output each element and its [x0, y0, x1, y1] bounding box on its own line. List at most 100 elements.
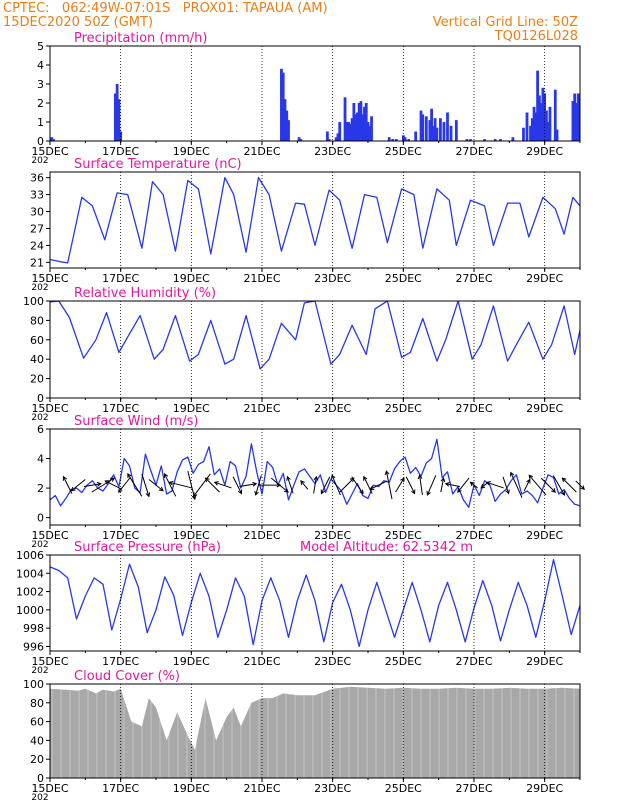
x-tick-label: 19DEC: [173, 782, 210, 795]
x-tick-label: 29DEC: [526, 655, 563, 668]
panel-cloud: 0 20 40 60 80 100 15DEC 17DEC 19DEC 21DEC 23DEC 25D…: [23, 669, 581, 800]
precip-bar: [539, 103, 543, 141]
wind-vector-head: [457, 488, 462, 493]
wind-vector-head: [331, 474, 336, 480]
wind-vector: [213, 481, 232, 489]
precip-bar: [435, 127, 439, 141]
x-tick-label: 23DEC: [314, 782, 351, 795]
x-tick-label: 21DEC: [243, 145, 280, 158]
wind-vector: [480, 481, 489, 489]
wind-vector-head: [158, 486, 164, 492]
wind-vector: [485, 481, 504, 489]
precip-bar: [299, 139, 303, 141]
x-tick-label: 29DEC: [526, 272, 563, 285]
wind-vector-head: [127, 473, 132, 478]
wind-vector-head: [104, 480, 110, 485]
y-tick-label: 24: [30, 239, 44, 252]
x-tick-label: 21DEC: [243, 529, 280, 542]
wind-vector: [369, 480, 388, 490]
wind-vector-shaft: [419, 475, 423, 495]
year-fragment: 202: [31, 413, 48, 423]
wind-vector: [127, 473, 143, 497]
wind-vector-head: [213, 481, 219, 486]
wind-vector-shaft: [300, 480, 309, 490]
precip-bar: [553, 89, 557, 141]
x-tick-label: 15DEC: [31, 272, 68, 285]
panel-temp: 21 24 27 30 33 36 15DEC 17DEC 19DEC 21DEC 23DEC 25D…: [30, 157, 581, 293]
x-tick-label: 17DEC: [102, 782, 139, 795]
wind-vector-head: [168, 480, 174, 486]
precip-bar: [117, 99, 121, 141]
y-tick-label: 20: [30, 373, 44, 386]
y-tick-label: 4: [37, 59, 44, 72]
y-tick-label: 100: [23, 295, 44, 308]
precip-bar: [297, 137, 301, 141]
wind-vector: [417, 474, 423, 495]
wind-vector: [104, 480, 123, 490]
wind-vector-head: [145, 492, 151, 498]
rh-series-line: [49, 300, 581, 370]
x-tick-label: 29DEC: [526, 145, 563, 158]
y-tick-label: 1002: [16, 586, 44, 599]
precip-bar: [424, 116, 428, 141]
x-tick-label: 19DEC: [173, 402, 210, 415]
precip-bar: [401, 135, 405, 141]
wind-vector-shaft: [70, 479, 86, 492]
x-tick-label: 27DEC: [455, 145, 492, 158]
panel-rh: 0 20 40 60 80 100 15DEC 17DEC 19DEC 21DEC 23DEC 25D…: [23, 286, 581, 423]
year-fragment: 202: [31, 156, 48, 166]
precip-bar: [407, 139, 411, 141]
precip-bar: [534, 112, 538, 141]
precip-bar: [363, 106, 366, 141]
precip-bar: [359, 101, 363, 141]
wind-vector-shaft: [169, 481, 193, 489]
wind-vector: [384, 470, 393, 500]
x-tick-label: 21DEC: [243, 655, 280, 668]
x-tick-label: 27DEC: [455, 272, 492, 285]
year-fragment: 202: [31, 793, 48, 800]
wind-vector-head: [505, 489, 510, 495]
wind-vector-head: [110, 477, 116, 482]
precip-bar: [414, 131, 418, 141]
year-fragment: 202: [31, 666, 48, 676]
x-tick-label: 25DEC: [385, 529, 422, 542]
precip-bar: [522, 127, 525, 141]
wind-vector: [148, 479, 164, 492]
wind-vector: [163, 472, 177, 497]
precip-bar: [348, 123, 352, 141]
header-line1: CPTEC: 062:49W-07:01S PROX01: TAPAUA (AM…: [3, 1, 328, 16]
x-tick-label: 19DEC: [173, 655, 210, 668]
wind-vector-head: [580, 485, 585, 491]
y-tick-label: 36: [30, 172, 44, 185]
x-tick-label: 27DEC: [455, 782, 492, 795]
x-tick-label: 27DEC: [455, 529, 492, 542]
precip-bar: [555, 129, 559, 141]
wind-vector-shaft: [562, 477, 577, 493]
precip-frame: [49, 45, 581, 142]
pres-title: Surface Pressure (hPa): [74, 540, 221, 555]
precip-bar: [354, 114, 358, 141]
wind-vector-shaft: [470, 481, 478, 489]
precip-bar: [537, 95, 541, 141]
wind-vector-shaft: [445, 483, 460, 488]
precip-bar: [571, 101, 575, 141]
precip-bar: [575, 103, 578, 141]
x-tick-label: 25DEC: [385, 402, 422, 415]
precip-bar: [391, 139, 395, 141]
x-tick-label: 15DEC: [31, 655, 68, 668]
precip-bar: [287, 120, 290, 141]
precip-bar: [336, 133, 340, 141]
wind-vector-shaft: [127, 473, 143, 497]
wind-vector-head: [551, 488, 556, 493]
wind-vector-head: [528, 474, 534, 480]
precip-bar: [530, 118, 534, 141]
wind-vector-head: [62, 475, 68, 481]
wind-vector-head: [70, 486, 76, 492]
wind-vector: [91, 477, 116, 493]
wind-vector-shaft: [141, 473, 150, 497]
wind-frame: [49, 428, 581, 526]
precip-bar: [352, 103, 356, 141]
wind-vector: [502, 476, 510, 495]
wind-vector-head: [252, 481, 258, 487]
y-tick-label: 60: [30, 716, 44, 729]
